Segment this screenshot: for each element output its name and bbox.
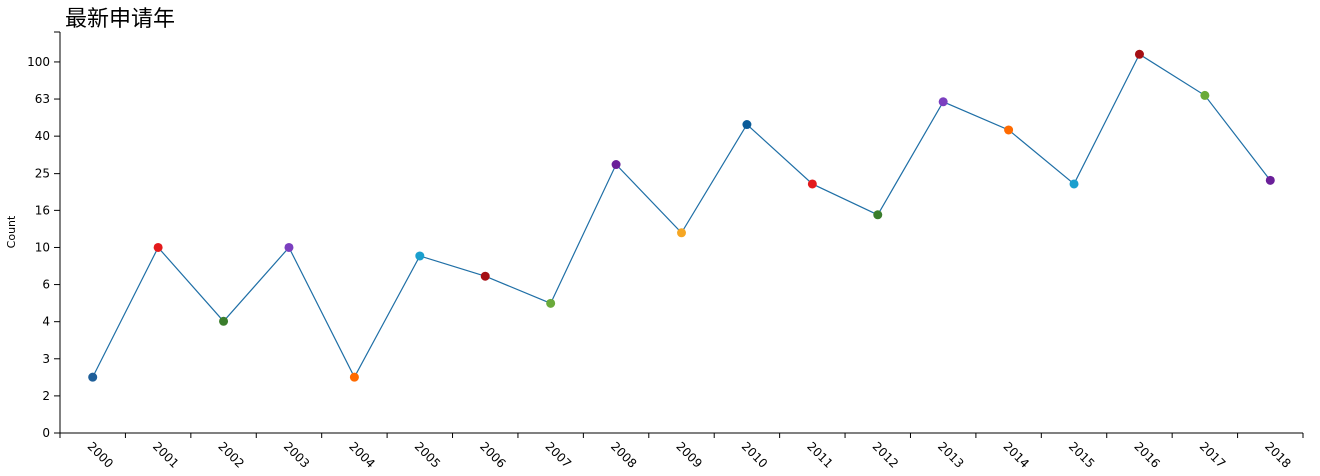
x-tick-label: 2009: [673, 439, 704, 470]
point: [873, 210, 883, 220]
x-tick-label: 2006: [477, 439, 508, 470]
point: [480, 271, 490, 281]
point: [1004, 125, 1014, 135]
x-tick-label: 2010: [739, 439, 770, 470]
point: [88, 372, 98, 382]
x-tick-label: 2014: [1000, 439, 1031, 470]
y-tick-label: 25: [35, 167, 50, 181]
x-tick-label: 2012: [870, 439, 901, 470]
x-tick-label: 2016: [1131, 439, 1162, 470]
point: [415, 251, 425, 261]
y-tick-label: 2: [42, 389, 50, 403]
point: [1200, 90, 1210, 100]
y-tick-label: 10: [35, 240, 50, 254]
point: [349, 372, 359, 382]
x-tick-label: 2013: [935, 439, 966, 470]
point: [742, 120, 752, 130]
line: [92, 53, 1271, 379]
x-tick-label: 2003: [281, 439, 312, 470]
x-tick-label: 2008: [608, 439, 639, 470]
y-tick-label: 16: [35, 203, 50, 217]
y-tick-label: 3: [42, 352, 50, 366]
x-tick-label: 2007: [543, 439, 574, 470]
x-tick-label: 2015: [1066, 439, 1097, 470]
point: [284, 242, 294, 252]
point: [807, 179, 817, 189]
y-tick-label: 4: [42, 315, 50, 329]
y-tick-label: 0: [42, 426, 50, 440]
x-tick-label: 2001: [150, 439, 181, 470]
point: [1069, 179, 1079, 189]
x-tick-label: 2017: [1197, 439, 1228, 470]
y-tick-label: 63: [35, 92, 50, 106]
y-tick-label: 40: [35, 129, 50, 143]
y-axis-label: Count: [5, 215, 18, 248]
x-tick-label: 2004: [346, 439, 377, 470]
point: [611, 160, 621, 170]
x-tick-label: 2005: [412, 439, 443, 470]
x-tick-label: 2011: [804, 439, 835, 470]
point: [219, 316, 229, 326]
x-tick-label: 2002: [215, 439, 246, 470]
point: [153, 242, 163, 252]
point: [1265, 175, 1275, 185]
point: [677, 228, 686, 238]
y-tick-label: 6: [42, 278, 50, 292]
point: [938, 97, 948, 107]
x-tick-label: 2018: [1262, 439, 1293, 470]
point: [546, 298, 556, 308]
x-tick-label: 2000: [85, 439, 116, 470]
y-tick-label: 100: [27, 55, 50, 69]
chart-title: 最新申请年: [65, 7, 175, 32]
point: [1134, 49, 1144, 59]
